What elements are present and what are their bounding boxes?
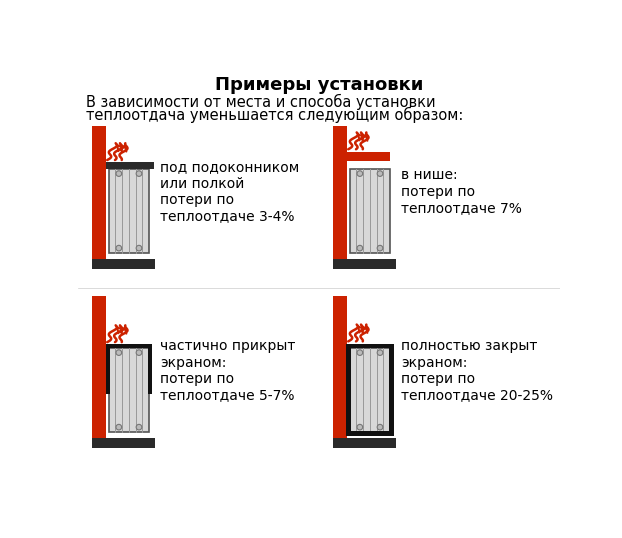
Circle shape (377, 245, 383, 251)
Text: полностью закрыт
экраном:
потери по
теплоотдаче 20-25%: полностью закрыт экраном: потери по тепл… (401, 339, 553, 402)
Bar (106, 344, 152, 348)
Text: в нише:
потери по
теплоотдаче 7%: в нише: потери по теплоотдаче 7% (401, 168, 522, 215)
Circle shape (377, 424, 383, 430)
Circle shape (136, 245, 142, 251)
Bar (91, 295, 106, 448)
Bar (91, 126, 106, 268)
Text: частично прикрыт
экраном:
потери по
теплоотдаче 5-7%: частично прикрыт экраном: потери по тепл… (160, 339, 295, 402)
Circle shape (136, 171, 142, 176)
Circle shape (357, 171, 363, 176)
Circle shape (136, 350, 142, 356)
Bar (91, 438, 156, 448)
Bar (106, 344, 109, 394)
Bar (346, 152, 390, 161)
Circle shape (377, 350, 383, 356)
Circle shape (116, 245, 122, 251)
Bar (350, 168, 390, 253)
Circle shape (136, 424, 142, 430)
Circle shape (116, 424, 122, 430)
Bar (333, 126, 346, 268)
Text: под подоконником
или полкой
потери по
теплоотдаче 3-4%: под подоконником или полкой потери по те… (160, 160, 299, 223)
Circle shape (357, 424, 363, 430)
Bar (333, 295, 346, 448)
Circle shape (116, 350, 122, 356)
Circle shape (377, 171, 383, 176)
Bar (148, 344, 152, 394)
Bar (389, 344, 394, 436)
Bar (350, 348, 390, 432)
Circle shape (116, 171, 122, 176)
Circle shape (357, 245, 363, 251)
Circle shape (357, 350, 363, 356)
Bar (109, 168, 149, 253)
Text: В зависимости от места и способа установки: В зависимости от места и способа установ… (85, 94, 435, 110)
Bar (106, 162, 154, 168)
Bar (91, 259, 156, 268)
Bar (346, 344, 351, 436)
Bar (333, 259, 396, 268)
Bar (346, 344, 394, 348)
Text: Примеры установки: Примеры установки (215, 76, 423, 94)
Bar (109, 348, 149, 432)
Text: теплоотдача уменьшается следующим образом:: теплоотдача уменьшается следующим образо… (85, 107, 463, 123)
Bar (346, 431, 394, 436)
Bar (333, 438, 396, 448)
